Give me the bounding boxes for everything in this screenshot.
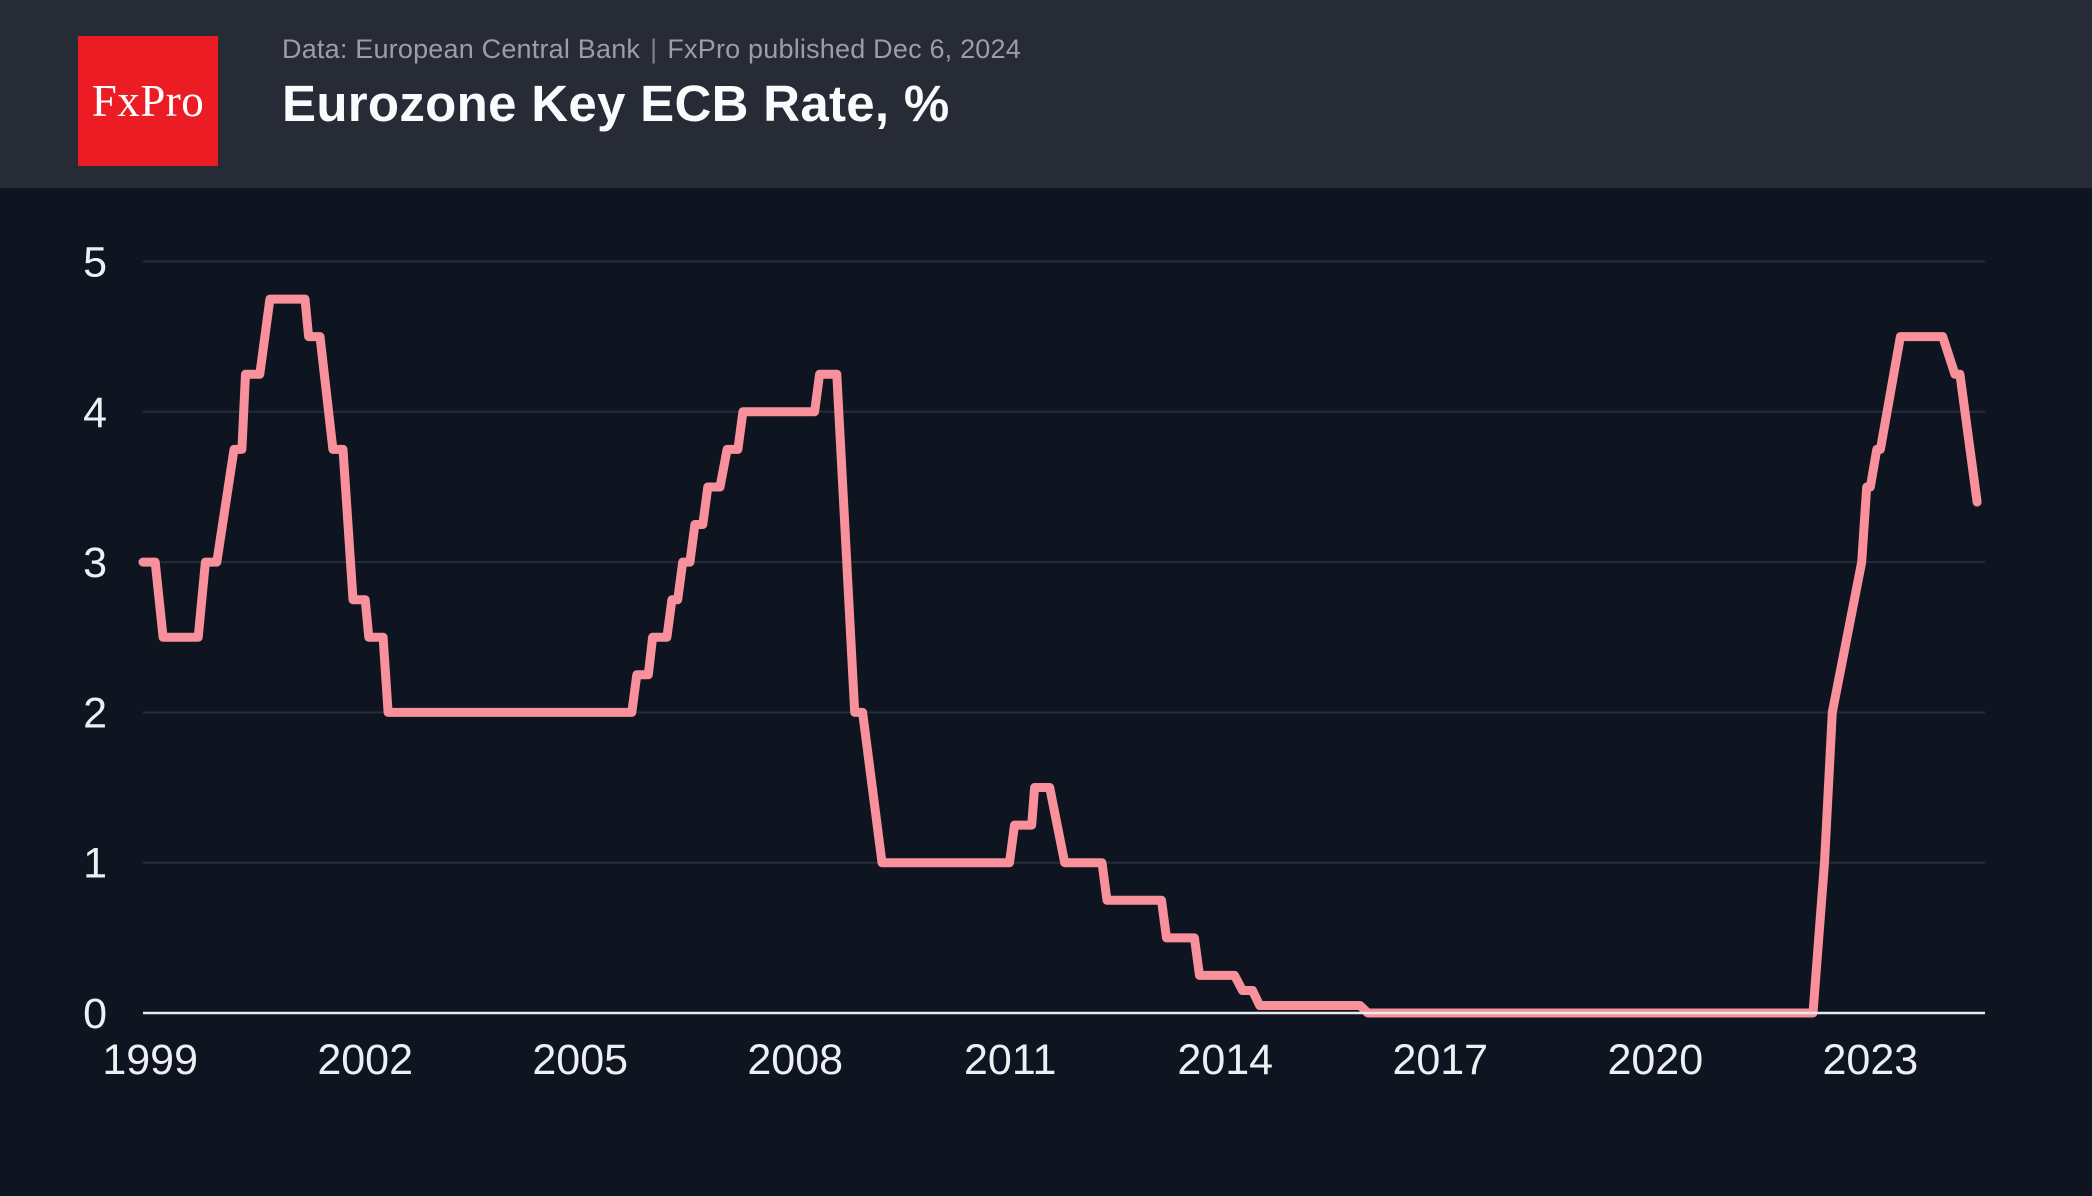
x-tick-label-2005: 2005: [532, 1036, 628, 1084]
x-tick-label-2011: 2011: [964, 1036, 1056, 1084]
page-title: Eurozone Key ECB Rate, %: [282, 75, 950, 132]
header-text-block: Data: European Central Bank | FxPro publis…: [282, 34, 1021, 133]
y-tick-label-2: 2: [83, 689, 107, 737]
separator-bar: |: [650, 34, 658, 64]
published-label: FxPro published Dec 6, 2024: [667, 34, 1021, 64]
chart-source-line: Data: European Central Bank | FxPro publis…: [282, 34, 1021, 65]
x-tick-label-2017: 2017: [1392, 1036, 1488, 1084]
y-tick-label-4: 4: [83, 389, 107, 437]
fxpro-logo: FxPro: [78, 36, 218, 166]
data-source-label: Data: European Central Bank: [282, 34, 641, 64]
fxpro-logo-text: FxPro: [91, 76, 205, 126]
y-tick-label-5: 5: [83, 239, 107, 287]
x-tick-label-2020: 2020: [1607, 1036, 1703, 1084]
y-tick-label-3: 3: [83, 539, 107, 587]
header: FxPro Data: European Central Bank | FxPro …: [0, 0, 2092, 188]
x-tick-label-2023: 2023: [1822, 1036, 1918, 1084]
y-tick-label-0: 0: [83, 990, 107, 1038]
rate-line: [138, 294, 1982, 1018]
y-tick-label-1: 1: [83, 840, 107, 888]
x-tick-label-2014: 2014: [1177, 1036, 1273, 1084]
x-tick-label-2002: 2002: [317, 1036, 413, 1084]
x-tick-label-1999: 1999: [102, 1036, 198, 1084]
x-tick-label-2008: 2008: [747, 1036, 843, 1084]
